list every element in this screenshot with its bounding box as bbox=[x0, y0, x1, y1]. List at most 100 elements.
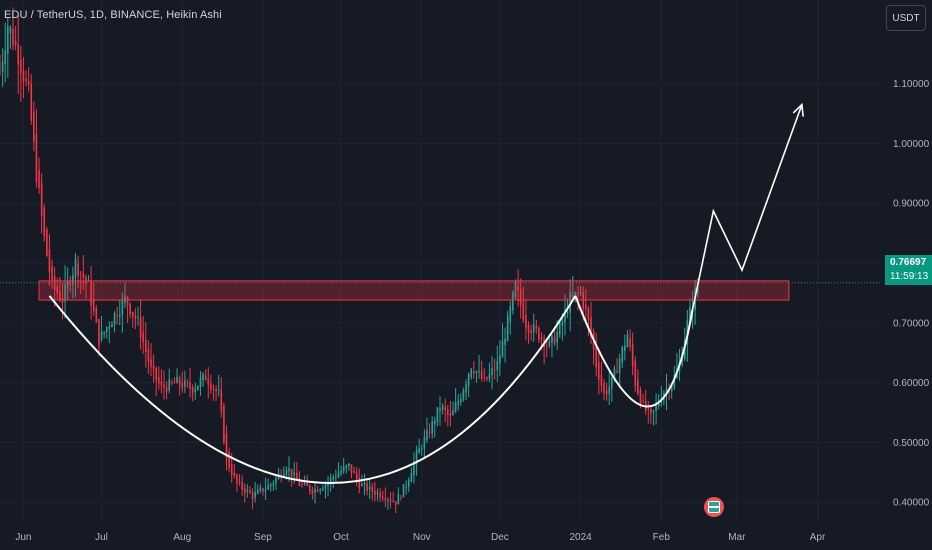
candle-body bbox=[342, 466, 345, 472]
candle-body bbox=[519, 289, 522, 306]
candle-body bbox=[152, 364, 155, 369]
candle-body bbox=[629, 337, 631, 348]
candle-body bbox=[376, 492, 379, 494]
candle-body bbox=[150, 358, 152, 367]
candle-body bbox=[509, 306, 512, 322]
candle-body bbox=[66, 280, 69, 289]
candle-body bbox=[522, 301, 525, 320]
candle-body bbox=[186, 382, 189, 384]
candle-body bbox=[309, 485, 311, 492]
resistance-zone[interactable] bbox=[38, 280, 790, 301]
candle-body bbox=[571, 294, 574, 298]
candle-body bbox=[98, 318, 100, 347]
candle-body bbox=[400, 496, 402, 498]
candle-body bbox=[129, 303, 131, 315]
candle-body bbox=[530, 330, 532, 334]
candle-body bbox=[449, 413, 452, 416]
candle-body bbox=[82, 273, 85, 279]
candle-body bbox=[43, 207, 46, 237]
economic-events-icon[interactable] bbox=[704, 497, 724, 517]
candle-body bbox=[210, 383, 212, 390]
candle-body bbox=[517, 285, 519, 291]
candle-body bbox=[545, 345, 548, 347]
candle-body bbox=[329, 477, 332, 484]
candle-body bbox=[652, 410, 655, 413]
candle-body bbox=[22, 69, 25, 82]
time-tick-label: Apr bbox=[810, 532, 826, 543]
candle-body bbox=[181, 383, 184, 388]
time-tick-label: Dec bbox=[491, 532, 509, 543]
candle-body bbox=[470, 368, 473, 378]
candle-body bbox=[423, 437, 426, 449]
candle-body bbox=[504, 338, 506, 345]
candle-body bbox=[7, 26, 9, 54]
candle-body bbox=[413, 461, 415, 476]
candle-body bbox=[100, 331, 103, 340]
candle-body bbox=[74, 259, 77, 278]
candle-body bbox=[574, 291, 577, 296]
price-axis[interactable]: 1.100001.000000.900000.800000.700000.600… bbox=[893, 79, 930, 508]
candle-body bbox=[556, 332, 558, 343]
candle-body bbox=[212, 388, 215, 390]
candle-body bbox=[147, 348, 150, 363]
cup-curve bbox=[48, 295, 577, 484]
time-axis[interactable]: Jun Jul Aug Sep Oct Nov Dec 2024 Feb Mar Apr bbox=[15, 532, 826, 543]
candle-body bbox=[272, 482, 275, 485]
candle-body bbox=[64, 284, 66, 302]
candle-body bbox=[483, 377, 486, 379]
projection-path bbox=[691, 104, 803, 310]
candle-body bbox=[194, 389, 197, 392]
candle-body bbox=[397, 494, 400, 505]
candle-body bbox=[444, 407, 447, 411]
candle-body bbox=[178, 378, 181, 385]
candle-body bbox=[204, 375, 207, 381]
candle-body bbox=[199, 378, 202, 387]
candle-body bbox=[1, 61, 4, 72]
candle-body bbox=[460, 398, 462, 402]
candle-body bbox=[616, 371, 618, 373]
candle-body bbox=[650, 408, 652, 414]
candle-body bbox=[303, 482, 306, 485]
candle-body bbox=[233, 472, 236, 476]
drawing-lines[interactable] bbox=[48, 102, 804, 484]
candle-body bbox=[486, 377, 488, 380]
candle-body bbox=[389, 499, 392, 502]
candle-body bbox=[566, 312, 569, 314]
candle-body bbox=[379, 492, 381, 498]
candle-body bbox=[381, 496, 384, 499]
candle-body bbox=[40, 183, 43, 216]
price-tick-label: 0.70000 bbox=[893, 318, 930, 329]
candle-body bbox=[532, 324, 535, 333]
candle-body bbox=[17, 43, 20, 65]
candle-body bbox=[639, 390, 642, 405]
candle-body bbox=[269, 484, 272, 486]
candle-body bbox=[322, 488, 324, 491]
candle-body bbox=[670, 385, 673, 392]
candle-body bbox=[553, 337, 556, 344]
handle-curve bbox=[574, 295, 694, 408]
candle-body bbox=[384, 498, 387, 501]
candle-body bbox=[621, 347, 624, 363]
candle-body bbox=[267, 484, 269, 490]
candle-body bbox=[493, 369, 496, 371]
candle-body bbox=[618, 359, 621, 373]
candle-body bbox=[499, 355, 501, 364]
candle-body bbox=[311, 489, 314, 495]
projection-arrowhead bbox=[792, 102, 804, 117]
candle-body bbox=[246, 489, 249, 492]
candle-body bbox=[241, 481, 243, 490]
candle-body bbox=[478, 370, 480, 372]
candle-body bbox=[431, 421, 433, 434]
currency-button[interactable]: USDT bbox=[886, 5, 926, 31]
candle-body bbox=[579, 291, 582, 294]
candle-body bbox=[631, 344, 634, 367]
candle-body bbox=[319, 489, 322, 491]
candle-body bbox=[142, 332, 145, 342]
candle-body bbox=[168, 379, 171, 391]
candle-body bbox=[30, 83, 33, 121]
candle-body bbox=[420, 448, 423, 450]
candle-body bbox=[202, 373, 204, 381]
candle-body bbox=[217, 389, 220, 391]
